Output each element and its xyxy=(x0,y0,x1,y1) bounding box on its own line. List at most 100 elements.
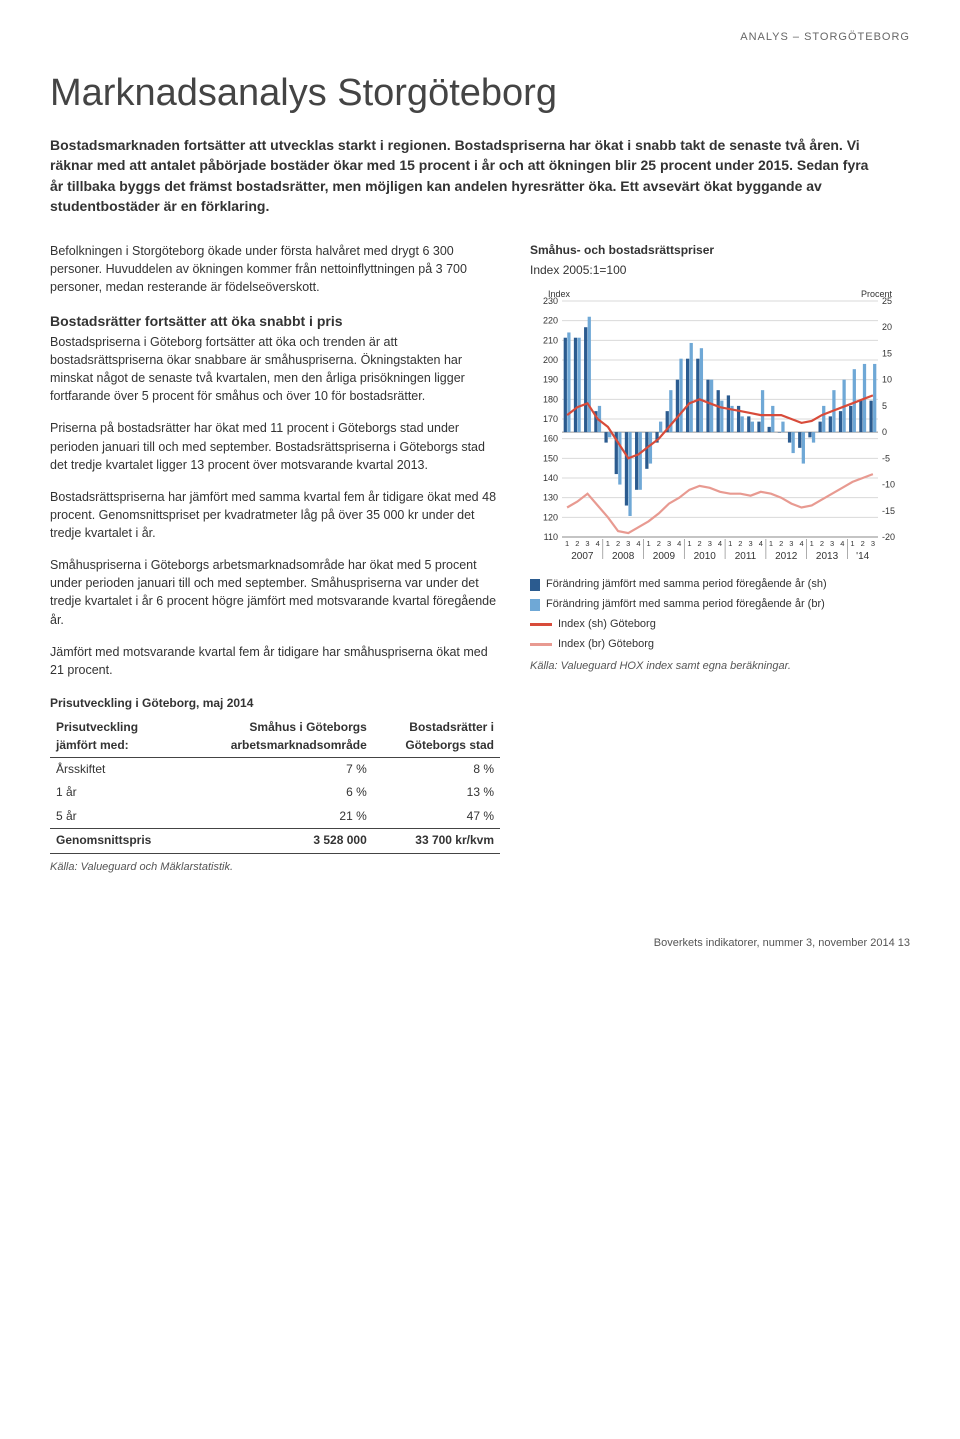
td: 3 528 000 xyxy=(186,829,373,853)
body-paragraph: Småhuspriserna i Göteborgs arbetsmarknad… xyxy=(50,556,500,629)
td: 47 % xyxy=(373,805,500,829)
td: 1 år xyxy=(50,781,186,804)
legend-label: Index (br) Göteborg xyxy=(558,637,654,653)
svg-text:3: 3 xyxy=(708,539,712,548)
svg-text:4: 4 xyxy=(596,539,600,548)
svg-text:2: 2 xyxy=(779,539,783,548)
svg-text:'14: '14 xyxy=(856,551,869,562)
svg-text:0: 0 xyxy=(882,427,887,437)
subheading: Bostadsrätter fortsätter att öka snabbt … xyxy=(50,311,500,331)
th: Bostadsrätter i Göteborgs stad xyxy=(373,716,500,757)
svg-text:3: 3 xyxy=(585,539,589,548)
svg-text:4: 4 xyxy=(799,539,803,548)
td: 33 700 kr/kvm xyxy=(373,829,500,853)
svg-text:200: 200 xyxy=(543,355,558,365)
svg-text:-15: -15 xyxy=(882,506,895,516)
svg-text:140: 140 xyxy=(543,473,558,483)
svg-text:4: 4 xyxy=(636,539,640,548)
legend-label: Förändring jämfört med samma period före… xyxy=(546,577,827,593)
svg-text:-10: -10 xyxy=(882,480,895,490)
svg-text:2: 2 xyxy=(738,539,742,548)
svg-text:4: 4 xyxy=(677,539,681,548)
chart-column: Småhus- och bostadsrättspriser Index 200… xyxy=(530,242,910,875)
td: 13 % xyxy=(373,781,500,804)
svg-text:4: 4 xyxy=(759,539,763,548)
svg-text:3: 3 xyxy=(748,539,752,548)
svg-text:2011: 2011 xyxy=(735,551,757,562)
svg-text:2: 2 xyxy=(698,539,702,548)
body-paragraph: Bostadspriserna i Göteborg fortsätter at… xyxy=(50,333,500,406)
legend-label: Index (sh) Göteborg xyxy=(558,617,656,633)
table-heading: Prisutveckling i Göteborg, maj 2014 xyxy=(50,695,500,712)
svg-text:5: 5 xyxy=(882,401,887,411)
svg-text:3: 3 xyxy=(871,539,875,548)
svg-text:180: 180 xyxy=(543,394,558,404)
svg-text:2012: 2012 xyxy=(775,551,798,562)
svg-text:2007: 2007 xyxy=(571,551,594,562)
svg-text:10: 10 xyxy=(882,375,892,385)
svg-text:1: 1 xyxy=(687,539,691,548)
page-eyebrow: ANALYS – STORGÖTEBORG xyxy=(50,30,910,46)
svg-text:3: 3 xyxy=(626,539,630,548)
td: 5 år xyxy=(50,805,186,829)
chart-legend: Förändring jämfört med samma period före… xyxy=(530,577,910,653)
legend-label: Förändring jämfört med samma period före… xyxy=(546,597,825,613)
svg-text:150: 150 xyxy=(543,453,558,463)
svg-text:3: 3 xyxy=(667,539,671,548)
price-table: Prisutveckling jämfört med: Småhus i Göt… xyxy=(50,716,500,853)
svg-text:110: 110 xyxy=(544,532,558,542)
svg-text:2: 2 xyxy=(657,539,661,548)
body-paragraph: Priserna på bostadsrätter har ökat med 1… xyxy=(50,419,500,473)
svg-text:1: 1 xyxy=(647,539,651,548)
svg-text:4: 4 xyxy=(840,539,844,548)
legend-swatch-bar-sh xyxy=(530,579,540,591)
chart-source: Källa: Valueguard HOX index samt egna be… xyxy=(530,659,910,675)
body-paragraph: Jämfört med motsvarande kvartal fem år t… xyxy=(50,643,500,679)
svg-text:210: 210 xyxy=(543,335,558,345)
td: 6 % xyxy=(186,781,373,804)
lead-paragraph: Bostadsmarknaden fortsätter att utveckla… xyxy=(50,135,870,216)
svg-text:3: 3 xyxy=(789,539,793,548)
body-column: Befolkningen i Storgöteborg ökade under … xyxy=(50,242,500,875)
table-source: Källa: Valueguard och Mäklarstatistik. xyxy=(50,860,500,876)
svg-text:1: 1 xyxy=(728,539,732,548)
th: Prisutveckling jämfört med: xyxy=(50,716,186,757)
td: 8 % xyxy=(373,758,500,782)
td: Genomsnittspris xyxy=(50,829,186,853)
legend-line-br xyxy=(530,643,552,646)
chart-subtitle: Index 2005:1=100 xyxy=(530,262,910,279)
legend-swatch-bar-br xyxy=(530,599,540,611)
svg-text:1: 1 xyxy=(606,539,610,548)
svg-text:220: 220 xyxy=(543,316,558,326)
svg-text:2: 2 xyxy=(861,539,865,548)
svg-text:1: 1 xyxy=(565,539,569,548)
svg-text:2009: 2009 xyxy=(653,551,676,562)
svg-text:130: 130 xyxy=(543,493,558,503)
body-paragraph: Befolkningen i Storgöteborg ökade under … xyxy=(50,242,500,296)
svg-text:1: 1 xyxy=(769,539,773,548)
chart-title: Småhus- och bostadsrättspriser xyxy=(530,242,910,259)
svg-text:Procent: Procent xyxy=(861,289,893,299)
td: Årsskiftet xyxy=(50,758,186,782)
svg-text:15: 15 xyxy=(882,348,892,358)
td: 21 % xyxy=(186,805,373,829)
svg-text:-20: -20 xyxy=(882,532,895,542)
svg-text:1: 1 xyxy=(810,539,814,548)
svg-text:2010: 2010 xyxy=(694,551,717,562)
page-footer: Boverkets indikatorer, nummer 3, novembe… xyxy=(50,936,910,952)
th: Småhus i Göteborgs arbetsmarknadsområde xyxy=(186,716,373,757)
svg-text:4: 4 xyxy=(718,539,722,548)
svg-text:190: 190 xyxy=(543,375,558,385)
svg-text:2: 2 xyxy=(820,539,824,548)
legend-line-sh xyxy=(530,623,552,626)
svg-text:20: 20 xyxy=(882,322,892,332)
page-title: Marknadsanalys Storgöteborg xyxy=(50,66,910,121)
svg-text:Index: Index xyxy=(548,289,571,299)
svg-text:2013: 2013 xyxy=(816,551,839,562)
svg-text:-5: -5 xyxy=(882,453,890,463)
body-paragraph: Bostadsrättspriserna har jämfört med sam… xyxy=(50,488,500,542)
svg-text:170: 170 xyxy=(543,414,558,424)
td: 7 % xyxy=(186,758,373,782)
svg-text:160: 160 xyxy=(543,434,558,444)
svg-text:120: 120 xyxy=(543,512,558,522)
